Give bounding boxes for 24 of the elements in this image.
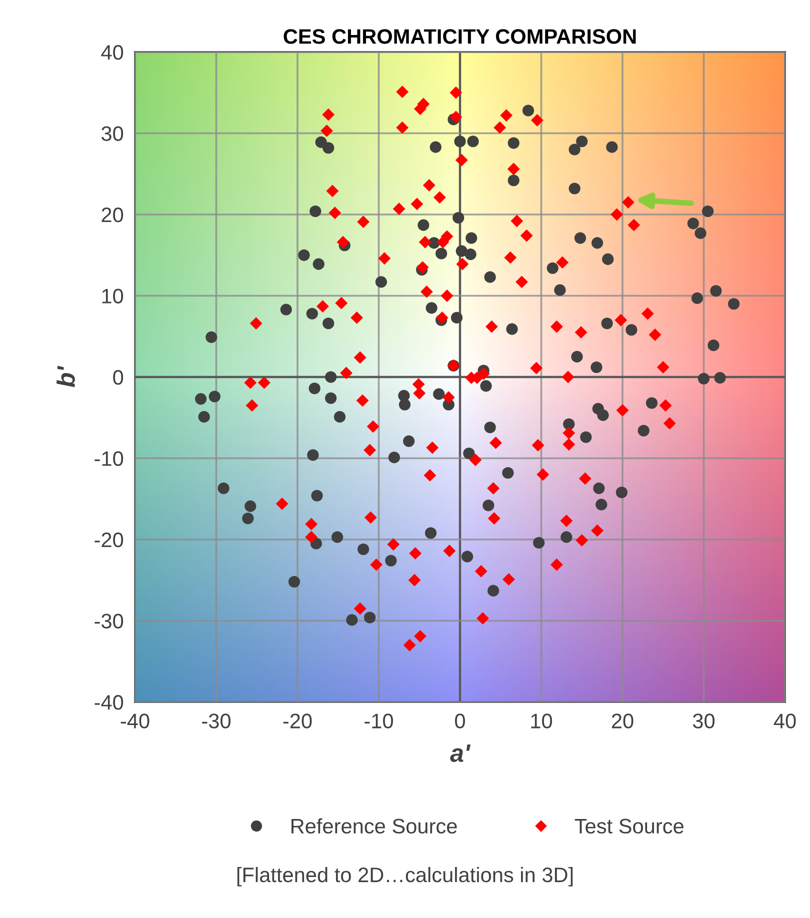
x-tick-label: -40 [120, 714, 150, 728]
y-tick-label: 30 [102, 126, 124, 142]
y-tick-label: 40 [101, 45, 124, 60]
y-tick-label: -10 [94, 451, 124, 466]
legend-label: Reference Source [292, 818, 457, 834]
y-tick-label: -20 [94, 532, 124, 548]
x-tick-label: 20 [612, 714, 634, 728]
y-tick-label: 0 [113, 370, 124, 385]
x-tick-label: 30 [692, 714, 715, 728]
chart-title: CES CHROMATICITY COMPARISON [284, 29, 636, 44]
x-axis-title: a' [450, 744, 471, 762]
x-tick-label: 0 [455, 714, 465, 728]
x-tick-label: -30 [202, 714, 230, 728]
x-tick-label: -10 [364, 714, 393, 728]
x-tick-label: 10 [531, 714, 552, 728]
y-tick-label: 10 [102, 288, 124, 304]
y-axis-title: b' [56, 366, 75, 388]
text: [Flattened to 2D…calculations in 3D] [237, 866, 573, 886]
legend-label: Test Source [574, 818, 684, 834]
x-tick-label: 40 [774, 714, 796, 728]
y-tick-label: -30 [94, 614, 124, 629]
y-tick-label: -40 [94, 695, 124, 710]
y-tick-label: 20 [102, 208, 124, 222]
x-tick-label: -20 [283, 714, 312, 728]
